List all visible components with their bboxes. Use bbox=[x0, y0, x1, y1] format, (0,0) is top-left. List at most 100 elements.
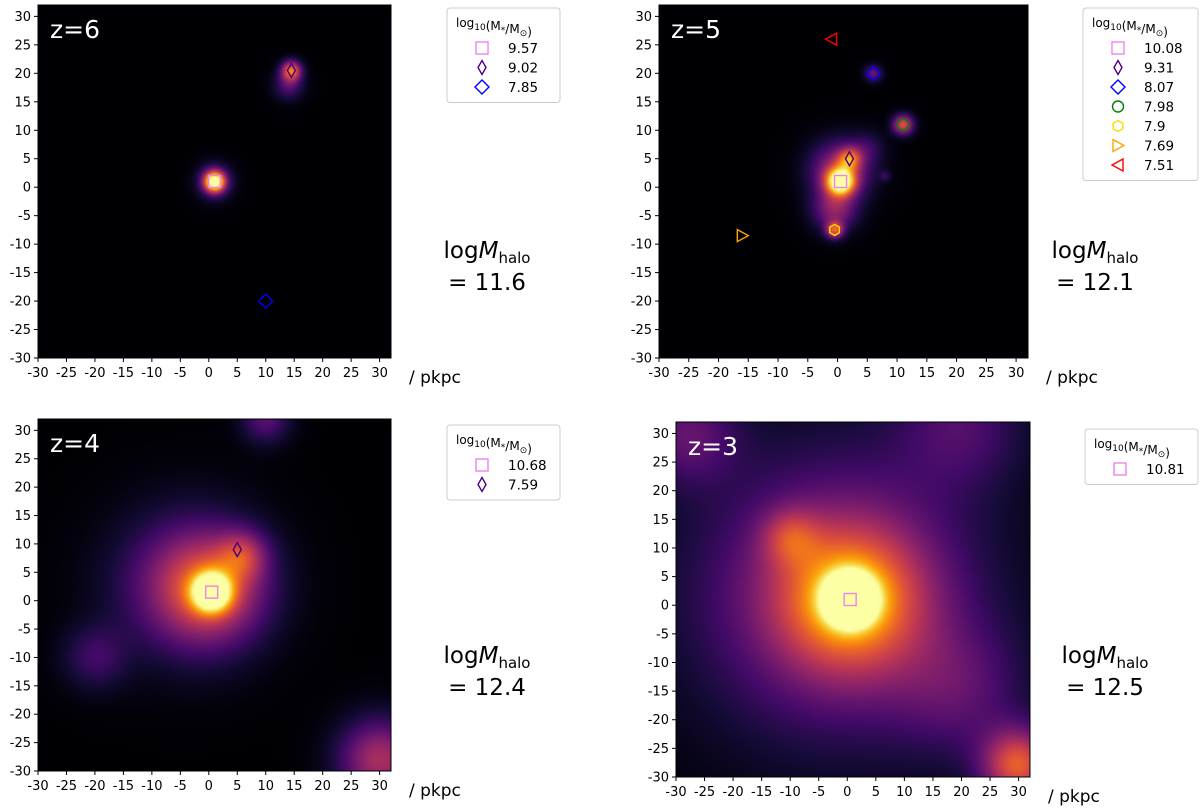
legend-marker bbox=[475, 458, 489, 472]
legend: log10(M*/M⊙) 10.68 7.59 bbox=[446, 424, 561, 501]
legend-title-part: 10 bbox=[474, 440, 486, 450]
legend-entry-label: 7.9 bbox=[1144, 119, 1165, 135]
x-tick-label: 5 bbox=[233, 779, 241, 794]
legend-title-part: /M bbox=[505, 439, 519, 453]
legend-title-part: 10 bbox=[474, 23, 486, 33]
legend-title-part: (M bbox=[1124, 440, 1139, 454]
legend-title-part: (M bbox=[486, 436, 501, 450]
y-tick-label: -5 bbox=[656, 627, 669, 642]
x-tick-label: 10 bbox=[896, 785, 913, 800]
galaxy-marker bbox=[736, 228, 750, 243]
legend-entry-label: 10.81 bbox=[1146, 462, 1185, 478]
halo-m: M bbox=[479, 643, 499, 669]
y-tick-label: -5 bbox=[18, 209, 31, 224]
legend-title: log10(M*/M⊙) bbox=[456, 16, 532, 39]
y-tick-label: -30 bbox=[648, 771, 669, 786]
x-tick-label: -10 bbox=[141, 366, 162, 381]
galaxy-marker bbox=[232, 541, 243, 558]
heatmap-image bbox=[38, 5, 391, 358]
y-tick-label: 30 bbox=[635, 10, 652, 25]
x-tick-label: -30 bbox=[665, 785, 686, 800]
legend-marker bbox=[1110, 79, 1126, 95]
x-tick-label: -15 bbox=[113, 779, 134, 794]
y-tick-label: -25 bbox=[631, 323, 652, 338]
legend-title: log10(M*/M⊙) bbox=[1092, 16, 1168, 39]
panel-z-3: -30 -25 -20 -15 -10 -5 0 5 10 15 20 25 30 -30 -25 -20 -1… bbox=[648, 421, 1199, 807]
galaxy-marker bbox=[829, 223, 840, 237]
y-tick-label: 30 bbox=[14, 424, 31, 439]
x-tick-label: -30 bbox=[648, 366, 669, 381]
legend-marker bbox=[475, 41, 489, 55]
x-tick-label: 15 bbox=[925, 785, 942, 800]
x-tick-label: 25 bbox=[343, 366, 360, 381]
x-tick-label: 25 bbox=[978, 366, 995, 381]
legend-entry-label: 10.68 bbox=[508, 458, 547, 474]
legend-title-part: 10 bbox=[1110, 23, 1122, 33]
halo-log: log bbox=[1052, 238, 1087, 264]
y-tick-label: -25 bbox=[10, 323, 31, 338]
galaxy-marker bbox=[207, 174, 222, 189]
y-tick-label: 25 bbox=[635, 38, 652, 53]
galaxy-marker bbox=[833, 174, 848, 189]
x-tick-label: -20 bbox=[722, 785, 743, 800]
x-tick-label: -20 bbox=[84, 779, 105, 794]
x-tick-label: 10 bbox=[257, 779, 274, 794]
legend-entry-label: 9.57 bbox=[508, 41, 538, 57]
x-axis-label: / pkpc bbox=[1046, 368, 1098, 388]
legend-title-part: ⊙ bbox=[520, 29, 528, 39]
y-tick-label: -30 bbox=[10, 352, 31, 367]
panel-z-4: -30 -25 -20 -15 -10 -5 0 5 10 15 20 25 30 -30 -25 -20 -1… bbox=[10, 418, 561, 801]
plot-frame bbox=[37, 418, 392, 772]
y-tick-label: 10 bbox=[652, 541, 669, 556]
legend-title-part: ) bbox=[527, 442, 532, 456]
x-tick-label: 20 bbox=[953, 785, 970, 800]
halo-log: log bbox=[444, 643, 479, 669]
legend-title-part: log bbox=[456, 16, 474, 30]
x-tick-label: 15 bbox=[919, 366, 936, 381]
x-tick-label: 15 bbox=[286, 366, 303, 381]
x-tick-label: -10 bbox=[141, 779, 162, 794]
legend-box bbox=[446, 424, 561, 501]
x-tick-label: 15 bbox=[286, 779, 303, 794]
legend: log10(M*/M⊙) 9.57 9.02 7.85 bbox=[446, 7, 561, 103]
legend-entry-label: 7.85 bbox=[508, 80, 538, 96]
y-tick-label: -25 bbox=[10, 736, 31, 751]
legend-title-part: log bbox=[1094, 437, 1112, 451]
y-tick-label: 5 bbox=[661, 570, 669, 585]
x-tick-label: 25 bbox=[343, 779, 360, 794]
y-tick-label: -10 bbox=[648, 656, 669, 671]
galaxy-marker bbox=[843, 592, 857, 607]
x-tick-label: 0 bbox=[833, 366, 841, 381]
legend-title-part: (M bbox=[1122, 19, 1137, 33]
panel-label: z=4 bbox=[50, 429, 100, 458]
x-tick-label: 5 bbox=[872, 785, 880, 800]
y-tick-label: 20 bbox=[14, 481, 31, 496]
y-tick-label: 20 bbox=[14, 67, 31, 82]
legend-title-part: ) bbox=[1163, 25, 1168, 39]
panel-label: z=6 bbox=[50, 15, 100, 44]
x-tick-label: 0 bbox=[843, 785, 851, 800]
legend-entry-label: 9.02 bbox=[508, 61, 538, 77]
y-tick-label: 10 bbox=[14, 124, 31, 139]
heatmap-image bbox=[659, 5, 1028, 358]
x-tick-label: 30 bbox=[1008, 366, 1025, 381]
legend-box bbox=[1084, 428, 1199, 485]
legend-title: log10(M*/M⊙) bbox=[1094, 437, 1170, 460]
halo-mass-label: logMhalo bbox=[444, 238, 531, 267]
y-tick-label: -5 bbox=[639, 209, 652, 224]
x-tick-label: -10 bbox=[780, 785, 801, 800]
y-tick-label: 30 bbox=[652, 427, 669, 442]
y-tick-label: -30 bbox=[631, 352, 652, 367]
plot-frame bbox=[37, 4, 392, 359]
halo-m: M bbox=[479, 238, 499, 264]
galaxy-marker bbox=[257, 293, 274, 310]
halo-mass-value: = 12.1 bbox=[1056, 270, 1134, 296]
x-tick-label: -30 bbox=[27, 366, 48, 381]
x-tick-label: 0 bbox=[205, 366, 213, 381]
x-tick-label: 5 bbox=[863, 366, 871, 381]
y-tick-label: -15 bbox=[10, 679, 31, 694]
x-tick-label: -5 bbox=[812, 785, 825, 800]
y-tick-label: -20 bbox=[648, 713, 669, 728]
legend-marker bbox=[1113, 59, 1123, 76]
y-tick-label: 0 bbox=[661, 599, 669, 614]
